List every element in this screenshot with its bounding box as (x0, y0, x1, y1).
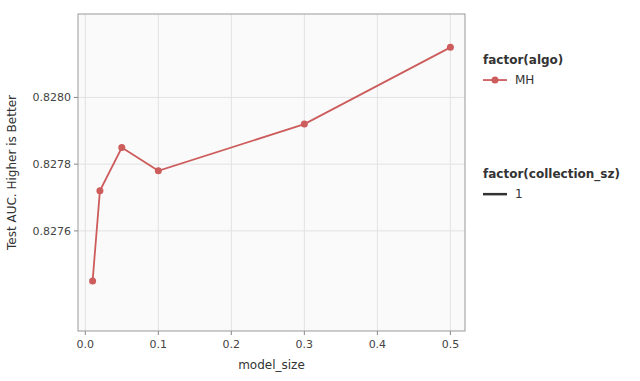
tick (74, 164, 78, 165)
tick-label: 0.8278 (33, 158, 72, 171)
tick (74, 97, 78, 98)
point (96, 187, 103, 194)
plot-frame (78, 14, 465, 331)
tick (450, 331, 451, 335)
grid-line (78, 164, 465, 165)
tick (304, 331, 305, 335)
legend-label: 1 (515, 187, 523, 201)
chart: 0.8276 0.8278 0.8280 0.0 0.1 0.2 0.3 0.4 0.5 mode… (0, 0, 640, 381)
tick-label: 0.3 (296, 338, 314, 351)
tick-label: 0.8276 (33, 225, 72, 238)
point (447, 44, 454, 51)
legend-label: MH (515, 73, 534, 87)
legend-title: factor(collection_sz) (483, 167, 620, 182)
tick-label: 0.5 (442, 338, 460, 351)
tick (74, 230, 78, 231)
plot-background (78, 14, 465, 331)
tick (85, 331, 86, 335)
grid-line (78, 230, 465, 231)
grid-line (78, 97, 465, 98)
legend-swatch (483, 193, 507, 196)
legend-title: factor(algo) (483, 53, 563, 67)
tick-label: 0.4 (369, 338, 387, 351)
y-axis-label: Test AUC. Higher is Better (5, 95, 19, 251)
legend-swatch-marker (492, 77, 499, 84)
point (118, 144, 125, 151)
grid-line (85, 14, 86, 331)
tick (158, 331, 159, 335)
point (155, 167, 162, 174)
tick-label: 0.8280 (33, 91, 72, 104)
x-axis-label: model_size (238, 358, 305, 372)
tick (231, 331, 232, 335)
grid-line (450, 14, 451, 331)
marks (89, 44, 454, 285)
grid-line (377, 14, 378, 331)
grid-line (231, 14, 232, 331)
grid-line (304, 14, 305, 331)
tick-label: 0.1 (150, 338, 168, 351)
point (89, 277, 96, 284)
tick-label: 0.0 (77, 338, 95, 351)
line (93, 47, 451, 281)
point (301, 121, 308, 128)
tick-label: 0.2 (223, 338, 241, 351)
tick (377, 331, 378, 335)
